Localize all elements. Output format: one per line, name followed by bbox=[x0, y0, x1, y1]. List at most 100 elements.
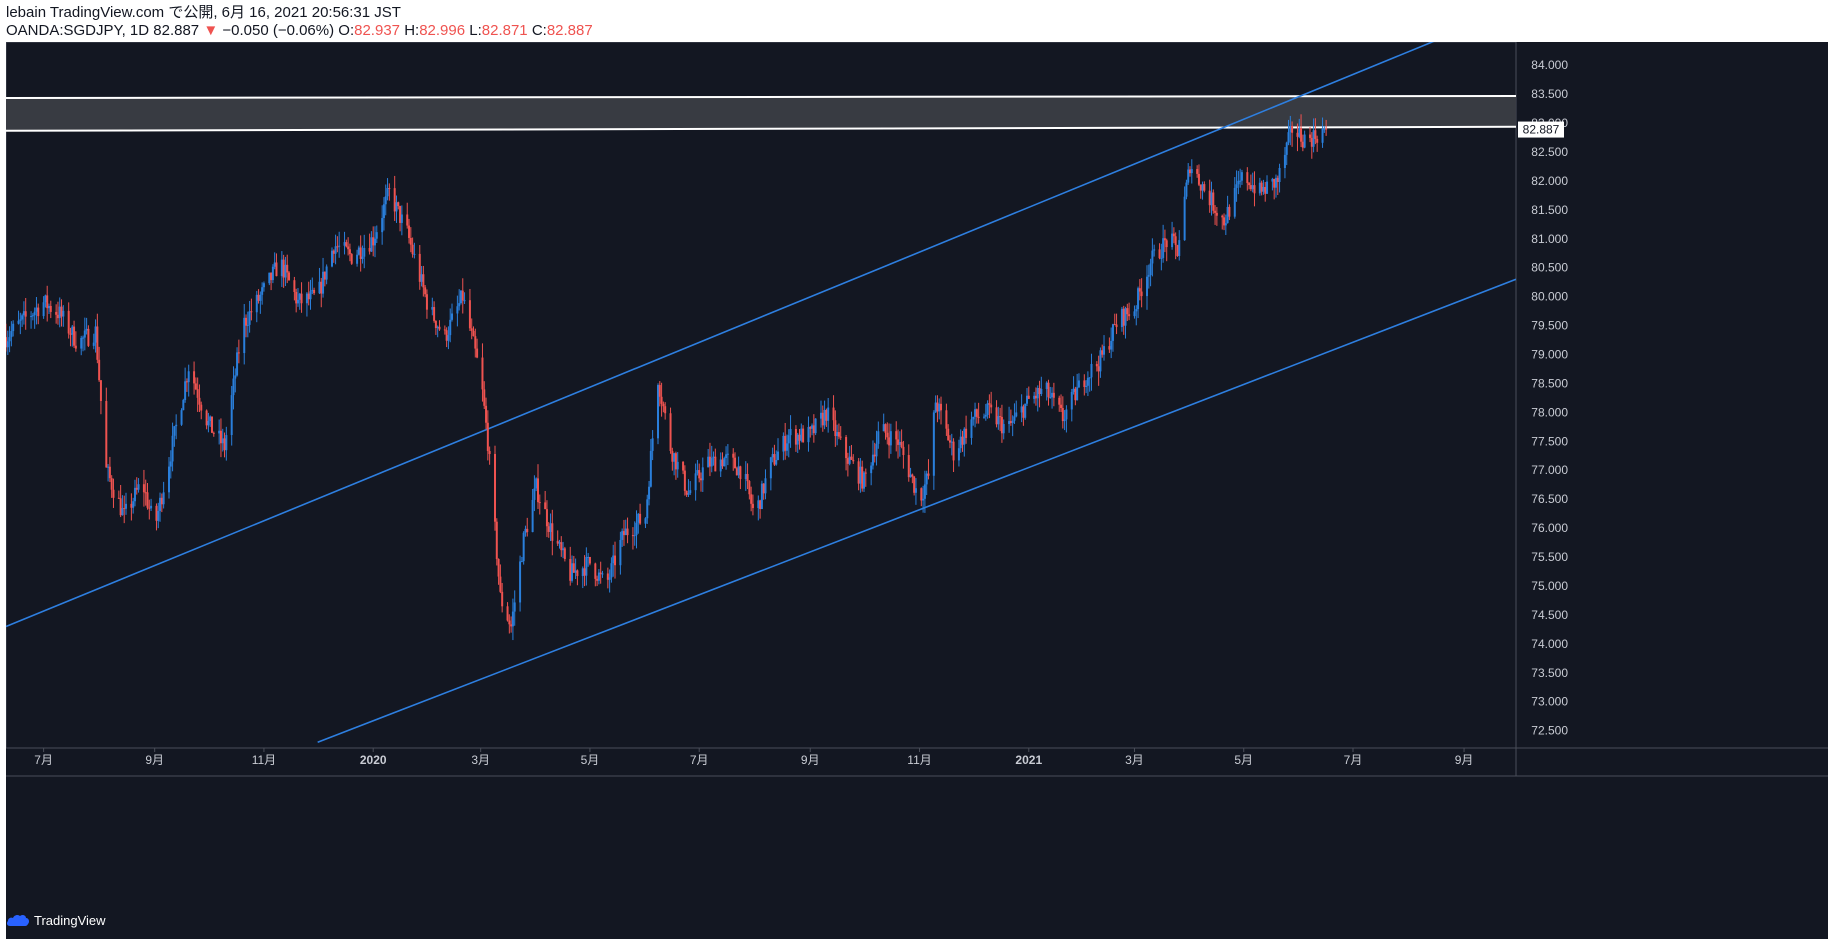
candle-up bbox=[624, 528, 627, 536]
candle-up bbox=[44, 295, 47, 303]
candle-down bbox=[105, 401, 108, 468]
candle-down bbox=[300, 293, 303, 304]
candle-up bbox=[1162, 238, 1165, 258]
candle-up bbox=[549, 523, 552, 532]
chart-background bbox=[6, 42, 1828, 939]
candle-down bbox=[1060, 404, 1063, 409]
candle-down bbox=[1296, 132, 1299, 137]
candle-down bbox=[1113, 324, 1116, 326]
candle-down bbox=[488, 450, 491, 454]
candle-up bbox=[1051, 392, 1054, 398]
candle-down bbox=[750, 494, 753, 504]
candle-down bbox=[347, 246, 350, 250]
x-tick-label: 11月 bbox=[252, 753, 276, 767]
candle-up bbox=[1133, 311, 1136, 317]
candle-up bbox=[823, 409, 826, 426]
candle-down bbox=[669, 413, 672, 451]
candle-down bbox=[96, 326, 99, 360]
candle-up bbox=[1070, 391, 1073, 410]
candle-down bbox=[762, 483, 765, 494]
y-tick-label: 75.500 bbox=[1531, 550, 1568, 564]
candle-up bbox=[162, 492, 165, 505]
candle-down bbox=[506, 606, 509, 621]
candle-up bbox=[132, 501, 135, 508]
candle-up bbox=[1110, 340, 1113, 350]
candle-down bbox=[472, 330, 475, 337]
candle-down bbox=[411, 244, 414, 255]
candle-down bbox=[155, 505, 158, 521]
candle-up bbox=[610, 563, 613, 578]
candle-down bbox=[735, 468, 738, 476]
y-tick-label: 79.500 bbox=[1531, 319, 1568, 333]
y-tick-label: 77.000 bbox=[1531, 463, 1568, 477]
candle-down bbox=[864, 472, 867, 474]
candle-up bbox=[1271, 178, 1274, 182]
candle-down bbox=[295, 292, 298, 304]
candle-down bbox=[1058, 397, 1061, 405]
tradingview-logo[interactable]: TradingView bbox=[6, 910, 106, 930]
candle-up bbox=[1086, 377, 1089, 386]
candle-up bbox=[612, 555, 615, 564]
candle-up bbox=[261, 287, 264, 295]
candle-down bbox=[1264, 186, 1267, 194]
candle-up bbox=[168, 466, 171, 493]
candle-up bbox=[898, 441, 901, 445]
candle-up bbox=[180, 410, 183, 425]
candle-up bbox=[608, 577, 611, 580]
symbol-info[interactable]: OANDA:SGDJPY, 1D 82.887 bbox=[6, 22, 200, 39]
candle-up bbox=[159, 497, 162, 511]
y-tick-label: 81.000 bbox=[1531, 232, 1568, 246]
candle-down bbox=[1128, 314, 1131, 317]
candle-up bbox=[657, 385, 660, 439]
candle-up bbox=[725, 454, 728, 459]
candle-up bbox=[983, 416, 986, 418]
candle-down bbox=[536, 478, 539, 503]
candle-down bbox=[194, 383, 197, 390]
candle-up bbox=[80, 337, 83, 349]
candle-up bbox=[381, 218, 384, 233]
candle-down bbox=[812, 425, 815, 434]
price-chart[interactable]: 84.00083.50083.00082.50082.00081.50081.0… bbox=[6, 42, 1828, 939]
candle-down bbox=[501, 591, 504, 607]
candle-up bbox=[1178, 240, 1181, 256]
candle-down bbox=[332, 250, 335, 254]
candle-up bbox=[187, 371, 190, 383]
candle-up bbox=[511, 611, 514, 627]
candle-up bbox=[284, 264, 287, 278]
y-tick-label: 77.500 bbox=[1531, 434, 1568, 448]
candle-down bbox=[245, 317, 248, 326]
candle-up bbox=[1283, 154, 1286, 168]
candle-down bbox=[438, 326, 441, 330]
chart-area[interactable]: 84.00083.50083.00082.50082.00081.50081.0… bbox=[6, 42, 1828, 939]
candle-up bbox=[633, 535, 636, 537]
candle-up bbox=[1045, 382, 1048, 389]
candle-up bbox=[787, 435, 790, 444]
candle-up bbox=[449, 319, 452, 336]
candle-up bbox=[1149, 263, 1152, 276]
candle-down bbox=[1199, 184, 1202, 191]
candle-up bbox=[619, 539, 622, 566]
candle-down bbox=[60, 306, 63, 317]
y-tick-label: 82.500 bbox=[1531, 145, 1568, 159]
candle-down bbox=[425, 294, 428, 310]
candle-up bbox=[246, 324, 249, 326]
candle-down bbox=[108, 466, 111, 479]
candle-down bbox=[708, 456, 711, 467]
candle-up bbox=[1187, 169, 1190, 183]
candle-up bbox=[42, 302, 45, 317]
candle-down bbox=[1022, 406, 1025, 418]
candle-up bbox=[273, 262, 276, 267]
candle-down bbox=[1314, 130, 1317, 139]
candle-up bbox=[451, 313, 454, 320]
candle-down bbox=[569, 558, 572, 581]
candle-up bbox=[1289, 125, 1292, 133]
candle-down bbox=[832, 407, 835, 421]
candle-up bbox=[150, 505, 153, 509]
candle-down bbox=[424, 287, 427, 295]
candle-up bbox=[635, 522, 638, 536]
candle-down bbox=[662, 403, 665, 407]
candle-down bbox=[49, 305, 52, 312]
candle-up bbox=[562, 548, 565, 551]
candle-up bbox=[225, 435, 228, 451]
candle-up bbox=[524, 528, 527, 533]
